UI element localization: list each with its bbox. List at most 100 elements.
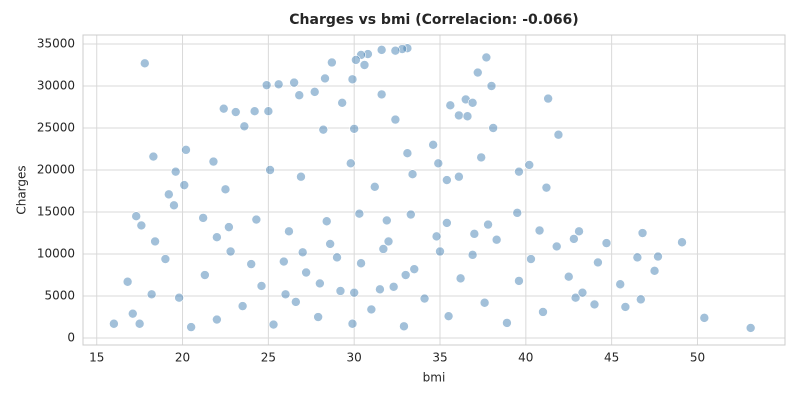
point — [534, 225, 545, 236]
point — [347, 318, 358, 329]
point — [134, 318, 145, 329]
point — [620, 302, 631, 312]
point — [433, 158, 444, 169]
point — [589, 299, 600, 310]
point — [553, 129, 564, 140]
point — [491, 234, 502, 245]
point — [332, 252, 342, 263]
y-tick-label: 30000 — [37, 78, 75, 92]
point — [313, 312, 323, 322]
point — [376, 89, 387, 100]
point — [569, 234, 579, 244]
point — [699, 313, 710, 323]
x-tick-label: 25 — [261, 351, 276, 365]
x-tick-label: 30 — [347, 351, 362, 365]
point — [431, 231, 442, 242]
point — [148, 151, 159, 162]
point — [136, 220, 147, 231]
point — [279, 256, 289, 267]
point — [538, 307, 548, 317]
x-tick-label: 20 — [175, 351, 190, 365]
point — [309, 87, 320, 97]
point — [400, 270, 411, 280]
point — [349, 287, 359, 298]
point — [442, 218, 452, 228]
point — [677, 237, 687, 248]
point — [390, 114, 401, 125]
point — [577, 287, 588, 298]
point — [296, 171, 306, 182]
point — [139, 58, 150, 69]
point — [366, 304, 377, 315]
point — [268, 319, 279, 330]
point — [402, 148, 413, 159]
point — [524, 160, 535, 170]
point — [479, 297, 490, 308]
point — [347, 74, 358, 85]
x-tick-label: 45 — [604, 351, 619, 365]
point — [526, 254, 536, 264]
point — [649, 266, 660, 276]
point — [388, 281, 399, 292]
point — [297, 247, 308, 258]
point — [486, 81, 497, 91]
point — [164, 189, 174, 200]
point — [318, 124, 329, 135]
point — [251, 214, 262, 225]
point — [146, 289, 157, 300]
point — [198, 213, 208, 223]
point — [218, 103, 229, 114]
y-tick-label: 0 — [67, 331, 75, 345]
point — [356, 258, 366, 269]
point — [375, 284, 385, 295]
point — [160, 254, 171, 264]
point — [220, 184, 231, 195]
point — [327, 57, 337, 68]
y-tick-label: 15000 — [37, 205, 75, 219]
point — [127, 308, 138, 319]
point — [563, 271, 574, 282]
point — [225, 246, 236, 257]
point — [543, 93, 553, 104]
point — [294, 90, 305, 101]
point — [428, 140, 438, 150]
x-tick-label: 35 — [432, 351, 447, 365]
point — [514, 166, 524, 177]
point — [409, 264, 420, 274]
point — [265, 165, 275, 175]
point — [593, 257, 603, 268]
point — [273, 79, 284, 90]
point — [601, 238, 612, 248]
point — [181, 145, 191, 155]
y-tick-label: 5000 — [44, 289, 75, 303]
point — [476, 152, 487, 163]
point — [256, 281, 267, 291]
point — [186, 322, 196, 332]
y-axis-label: Charges — [15, 165, 29, 214]
point — [131, 211, 142, 222]
point — [443, 311, 454, 321]
point — [208, 156, 219, 167]
point — [284, 226, 294, 237]
point — [462, 111, 473, 122]
point — [174, 292, 184, 303]
point — [455, 273, 466, 284]
x-tick-label: 15 — [89, 351, 104, 365]
point — [390, 45, 401, 56]
point — [454, 110, 464, 121]
point — [745, 323, 756, 333]
point — [570, 292, 581, 303]
point — [435, 246, 445, 257]
point — [170, 166, 181, 177]
x-axis-label: bmi — [423, 371, 446, 385]
point — [632, 252, 643, 263]
point — [378, 244, 389, 254]
y-tick-label: 10000 — [37, 247, 75, 261]
y-tick-label: 25000 — [37, 121, 75, 135]
point — [383, 236, 394, 247]
point — [289, 77, 299, 88]
point — [263, 106, 274, 116]
point — [481, 52, 492, 63]
